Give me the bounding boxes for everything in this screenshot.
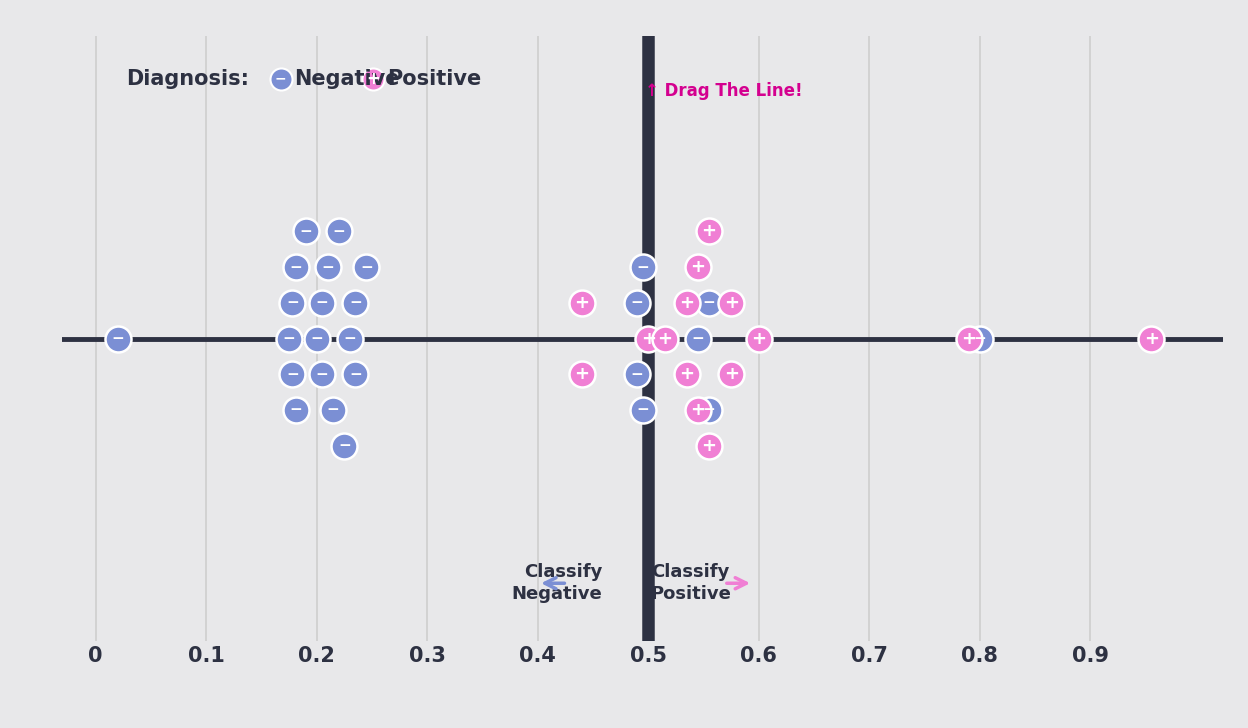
Text: +: +: [701, 437, 716, 454]
Point: [699, 297, 719, 309]
Point: [572, 297, 592, 309]
Text: −: −: [703, 403, 715, 417]
Point: [282, 297, 302, 309]
Text: ↑ Drag The Line!: ↑ Drag The Line!: [645, 82, 802, 100]
Text: +: +: [701, 223, 716, 240]
Point: [280, 333, 300, 344]
Point: [307, 333, 327, 344]
Point: [312, 297, 332, 309]
Point: [638, 333, 658, 344]
Point: [721, 368, 741, 380]
Text: +: +: [574, 294, 589, 312]
Text: −: −: [343, 331, 356, 346]
Point: [282, 368, 302, 380]
Text: −: −: [290, 403, 302, 417]
Text: −: −: [327, 403, 339, 417]
Point: [958, 333, 978, 344]
Point: [676, 368, 696, 380]
Point: [688, 404, 708, 416]
Text: −: −: [111, 331, 124, 346]
Point: [339, 333, 359, 344]
Point: [699, 404, 719, 416]
Point: [676, 297, 696, 309]
Text: +: +: [679, 294, 694, 312]
Text: +: +: [724, 294, 739, 312]
Text: +: +: [1143, 330, 1158, 347]
Text: −: −: [636, 260, 649, 274]
Text: −: −: [349, 296, 362, 310]
Point: [688, 333, 708, 344]
Text: +: +: [690, 401, 705, 419]
Point: [1141, 333, 1161, 344]
Point: [296, 226, 316, 237]
Text: −: −: [290, 260, 302, 274]
Point: [572, 368, 592, 380]
Text: +: +: [751, 330, 766, 347]
Text: −: −: [338, 438, 351, 453]
Text: −: −: [703, 296, 715, 310]
Text: −: −: [300, 224, 312, 239]
Text: −: −: [316, 296, 328, 310]
Point: [328, 226, 348, 237]
Text: −: −: [636, 403, 649, 417]
Point: [749, 333, 769, 344]
Text: −: −: [282, 331, 296, 346]
Point: [721, 297, 741, 309]
Text: +: +: [574, 365, 589, 383]
Text: +: +: [679, 365, 694, 383]
Point: [357, 261, 377, 273]
Text: −: −: [286, 296, 298, 310]
Point: [318, 261, 338, 273]
Point: [286, 261, 306, 273]
Point: [633, 261, 653, 273]
Text: −: −: [349, 367, 362, 381]
Text: −: −: [275, 71, 286, 86]
Text: Negative: Negative: [295, 68, 401, 89]
Text: Positive: Positive: [387, 68, 482, 89]
Point: [633, 404, 653, 416]
Point: [363, 73, 383, 84]
Text: −: −: [286, 367, 298, 381]
Text: −: −: [691, 331, 704, 346]
Point: [323, 404, 343, 416]
Text: +: +: [690, 258, 705, 276]
Text: −: −: [332, 224, 346, 239]
Text: +: +: [658, 330, 673, 347]
Point: [346, 368, 366, 380]
Point: [107, 333, 127, 344]
Text: −: −: [973, 331, 986, 346]
Point: [628, 368, 648, 380]
Text: Classify
Negative: Classify Negative: [512, 563, 602, 604]
Text: +: +: [724, 365, 739, 383]
Point: [286, 404, 306, 416]
Text: Classify
Positive: Classify Positive: [651, 563, 731, 604]
Point: [346, 297, 366, 309]
Point: [970, 333, 990, 344]
Text: −: −: [359, 260, 373, 274]
Point: [334, 440, 354, 451]
Text: +: +: [961, 330, 976, 347]
Point: [271, 73, 291, 84]
Point: [655, 333, 675, 344]
Point: [699, 440, 719, 451]
Text: −: −: [630, 367, 644, 381]
Point: [628, 297, 648, 309]
Text: +: +: [367, 70, 381, 87]
Text: −: −: [311, 331, 323, 346]
Text: −: −: [316, 367, 328, 381]
Text: −: −: [321, 260, 334, 274]
Text: +: +: [640, 330, 655, 347]
Text: −: −: [630, 296, 644, 310]
Point: [312, 368, 332, 380]
Point: [688, 261, 708, 273]
Point: [699, 226, 719, 237]
Text: Diagnosis:: Diagnosis:: [126, 68, 250, 89]
